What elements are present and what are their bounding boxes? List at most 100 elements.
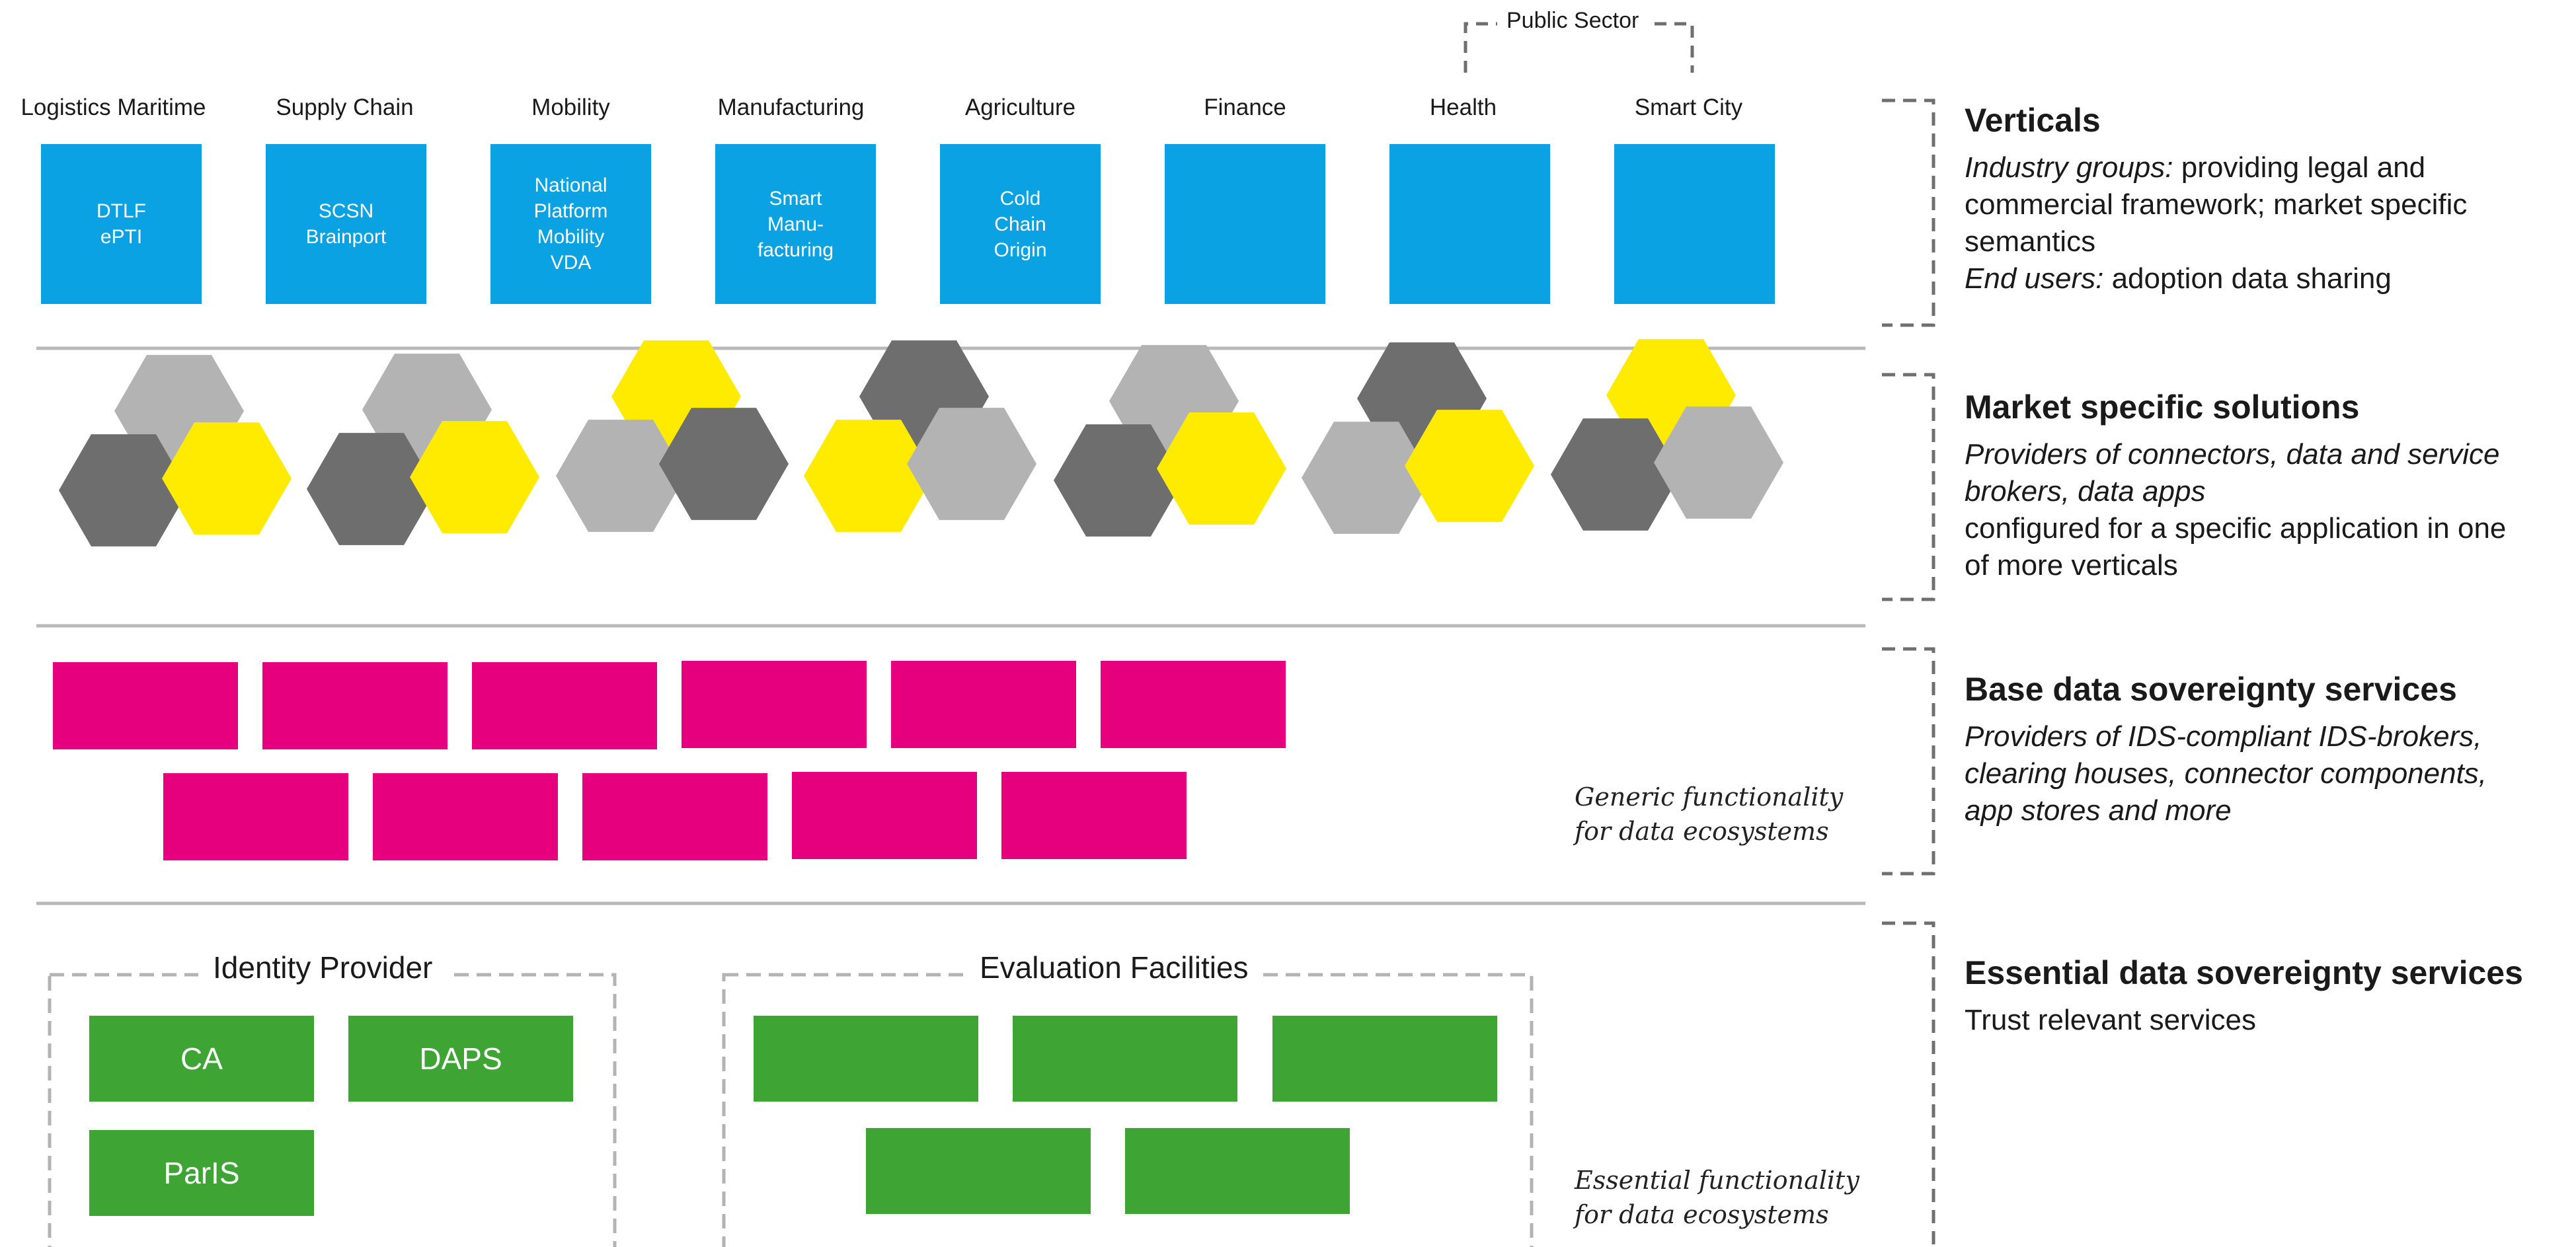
note-line: Generic functionality bbox=[1575, 782, 1844, 812]
vertical-box-logistics-maritime: DTLF ePTI bbox=[41, 144, 202, 304]
bracket-base bbox=[1882, 647, 1935, 876]
note-line: Essential functionality bbox=[1575, 1166, 1859, 1195]
bracket-essential bbox=[1882, 921, 1935, 1247]
base-service-block bbox=[262, 662, 448, 749]
hexagon-left bbox=[307, 433, 436, 545]
desc-italic: End users: bbox=[1965, 262, 2104, 295]
bracket-market bbox=[1882, 373, 1935, 601]
hex-cluster bbox=[59, 355, 292, 547]
vertical-label-logistics-maritime: Logistics Maritime bbox=[20, 94, 206, 120]
desc-line: Industry groups: providing legal and bbox=[1965, 149, 2573, 186]
base-service-block bbox=[53, 662, 238, 749]
base-service-block bbox=[582, 773, 767, 860]
generic-functionality-note: Generic functionality for data ecosystem… bbox=[1575, 780, 1843, 849]
hexagon-right bbox=[162, 422, 292, 535]
desc-italic: Providers of connectors, data and servic… bbox=[1965, 438, 2500, 471]
base-service-block bbox=[891, 661, 1076, 748]
identity-provider-title: Identity Provider bbox=[198, 950, 448, 985]
hex-cluster bbox=[556, 340, 789, 532]
ca-box: CA bbox=[89, 1016, 314, 1102]
note-line: for data ecosystems bbox=[1575, 817, 1829, 846]
desc-italic: app stores and more bbox=[1965, 794, 2232, 827]
vertical-label-mobility: Mobility bbox=[531, 94, 610, 120]
desc-line: End users: adoption data sharing bbox=[1965, 260, 2573, 297]
hex-cluster bbox=[307, 354, 539, 545]
evaluation-facilities-frame bbox=[722, 973, 1534, 1247]
right-panel-essential: Essential data sovereignty services Trus… bbox=[1965, 953, 2573, 1039]
hexagon-left bbox=[1551, 418, 1680, 531]
desc-line: Trust relevant services bbox=[1965, 1004, 2256, 1036]
vertical-box-manufacturing: Smart Manu- facturing bbox=[715, 144, 876, 304]
desc-line: Providers of connectors, data and servic… bbox=[1965, 436, 2573, 473]
base-service-block bbox=[682, 661, 867, 748]
evaluation-facilities-title: Evaluation Facilities bbox=[965, 950, 1263, 985]
base-service-block bbox=[163, 773, 348, 860]
right-panel-base: Base data sovereignty services Providers… bbox=[1965, 669, 2573, 829]
hexagon-left bbox=[1054, 424, 1183, 537]
desc-line: commercial framework; market specific bbox=[1965, 188, 2468, 221]
essential-title: Essential data sovereignty services bbox=[1965, 954, 2523, 991]
right-panel-market: Market specific solutions Providers of c… bbox=[1965, 387, 2573, 584]
vertical-box-text: National Platform Mobility VDA bbox=[533, 174, 608, 274]
hex-cluster bbox=[804, 340, 1036, 532]
hexagon-right bbox=[410, 421, 539, 533]
desc-line: app stores and more bbox=[1965, 792, 2573, 829]
hexagon-left bbox=[1302, 422, 1431, 534]
desc-italic: Providers of IDS-compliant IDS-brokers, bbox=[1965, 720, 2482, 753]
desc-line: semantics bbox=[1965, 225, 2096, 258]
base-service-block bbox=[472, 662, 657, 749]
vertical-label-manufacturing: Manufacturing bbox=[717, 94, 865, 120]
base-service-block bbox=[792, 772, 977, 859]
hexagon-right bbox=[659, 408, 789, 520]
hexagon-right bbox=[907, 408, 1036, 520]
essential-functionality-note: Essential functionality for data ecosyst… bbox=[1575, 1163, 1859, 1232]
vertical-label-supply-chain: Supply Chain bbox=[276, 94, 414, 120]
desc-line: configured for a specific application in… bbox=[1965, 512, 2507, 545]
hexagon-right bbox=[1157, 412, 1286, 525]
hexagon-left bbox=[804, 420, 933, 532]
hexagon-left bbox=[556, 420, 685, 532]
vertical-label-agriculture: Agriculture bbox=[964, 94, 1076, 120]
desc-line: Providers of IDS-compliant IDS-brokers, bbox=[1965, 718, 2573, 755]
evaluation-facility-box bbox=[754, 1016, 978, 1102]
vertical-box-agriculture: Cold Chain Origin bbox=[940, 144, 1101, 304]
vertical-box-text: SCSN Brainport bbox=[305, 200, 387, 248]
base-title: Base data sovereignty services bbox=[1965, 671, 2457, 708]
evaluation-facility-box bbox=[1013, 1016, 1237, 1102]
note-line: for data ecosystems bbox=[1575, 1200, 1829, 1229]
bracket-verticals bbox=[1882, 98, 1935, 327]
vertical-label-health: Health bbox=[1429, 94, 1497, 120]
vertical-box-supply-chain: SCSN Brainport bbox=[266, 144, 426, 304]
paris-box: ParIS bbox=[89, 1130, 314, 1216]
evaluation-facility-box bbox=[1125, 1128, 1350, 1214]
hexagon-left bbox=[59, 434, 188, 547]
hex-clusters bbox=[59, 339, 1783, 547]
daps-box: DAPS bbox=[348, 1016, 573, 1102]
desc-line: brokers, data apps bbox=[1965, 473, 2573, 510]
base-service-block bbox=[1001, 772, 1187, 859]
base-service-block bbox=[373, 773, 558, 860]
hex-cluster bbox=[1054, 345, 1286, 537]
desc-line: of more verticals bbox=[1965, 549, 2178, 582]
desc-italic: Industry groups: bbox=[1965, 151, 2173, 184]
vertical-box-text: Smart Manu- facturing bbox=[757, 187, 834, 261]
hex-cluster bbox=[1302, 342, 1534, 534]
vertical-box-text: Cold Chain Origin bbox=[994, 187, 1047, 261]
evaluation-facility-box bbox=[1272, 1016, 1497, 1102]
base-service-block bbox=[1101, 661, 1286, 748]
hex-cluster bbox=[1551, 339, 1783, 531]
vertical-label-finance: Finance bbox=[1204, 94, 1286, 120]
vertical-box-health bbox=[1389, 144, 1550, 304]
desc-line: clearing houses, connector components, bbox=[1965, 755, 2573, 792]
vertical-box-text: DTLF ePTI bbox=[97, 200, 146, 248]
vertical-box-smart-city bbox=[1614, 144, 1775, 304]
public-sector-label: Public Sector bbox=[1497, 8, 1649, 34]
desc-italic: clearing houses, connector components, bbox=[1965, 757, 2487, 790]
verticals-title: Verticals bbox=[1965, 102, 2101, 139]
vertical-box-finance bbox=[1165, 144, 1325, 304]
vertical-label-smart-city: Smart City bbox=[1634, 94, 1743, 120]
evaluation-facility-box bbox=[866, 1128, 1091, 1214]
desc-text: providing legal and bbox=[2173, 151, 2426, 184]
